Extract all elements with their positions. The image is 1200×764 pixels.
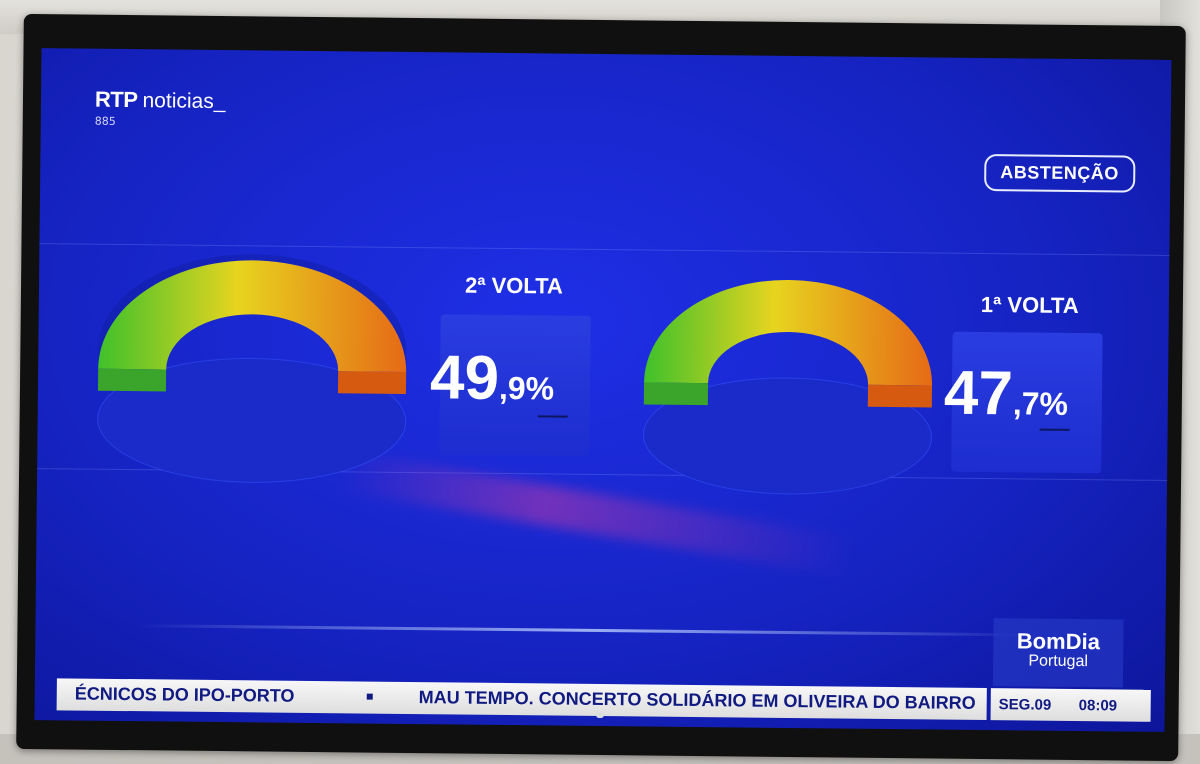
power-light <box>596 712 604 718</box>
ticker-item: ÉCNICOS DO IPO-PORTO <box>74 683 295 706</box>
date: SEG.09 <box>998 696 1052 714</box>
time: 08:09 <box>1078 697 1118 715</box>
gauge-ring-second-round <box>97 254 407 483</box>
value-decimal: ,7% <box>1012 385 1069 422</box>
tv-screen: RTP noticias_ 885 ABSTENÇÃO <box>34 48 1172 732</box>
gauge-ring-first-round <box>643 279 933 495</box>
gauge-arc <box>98 260 407 372</box>
show-logo: BomDia Portugal <box>992 618 1124 688</box>
gauge-green-face <box>97 368 167 392</box>
gauge-base <box>643 377 932 495</box>
abstention-value: 47,7% <box>944 358 1069 430</box>
show-subtitle: Portugal <box>1028 652 1089 671</box>
gauge-orange-face <box>867 384 933 408</box>
ticker-item: MAU TEMPO. CONCERTO SOLIDÁRIO EM OLIVEIR… <box>418 687 976 713</box>
ticker-separator <box>366 693 373 700</box>
gauge-green-face <box>643 382 709 406</box>
gauge-arc <box>644 279 933 386</box>
value-integer: 47 <box>943 358 1014 429</box>
gauge-base <box>97 357 407 483</box>
value-underline <box>1039 428 1070 431</box>
round-label: 1ª VOLTA <box>980 291 1079 318</box>
television: RTP noticias_ 885 ABSTENÇÃO <box>16 13 1186 762</box>
gauge-orange-face <box>337 371 407 394</box>
date-time: SEG.09 08:09 <box>990 688 1151 722</box>
